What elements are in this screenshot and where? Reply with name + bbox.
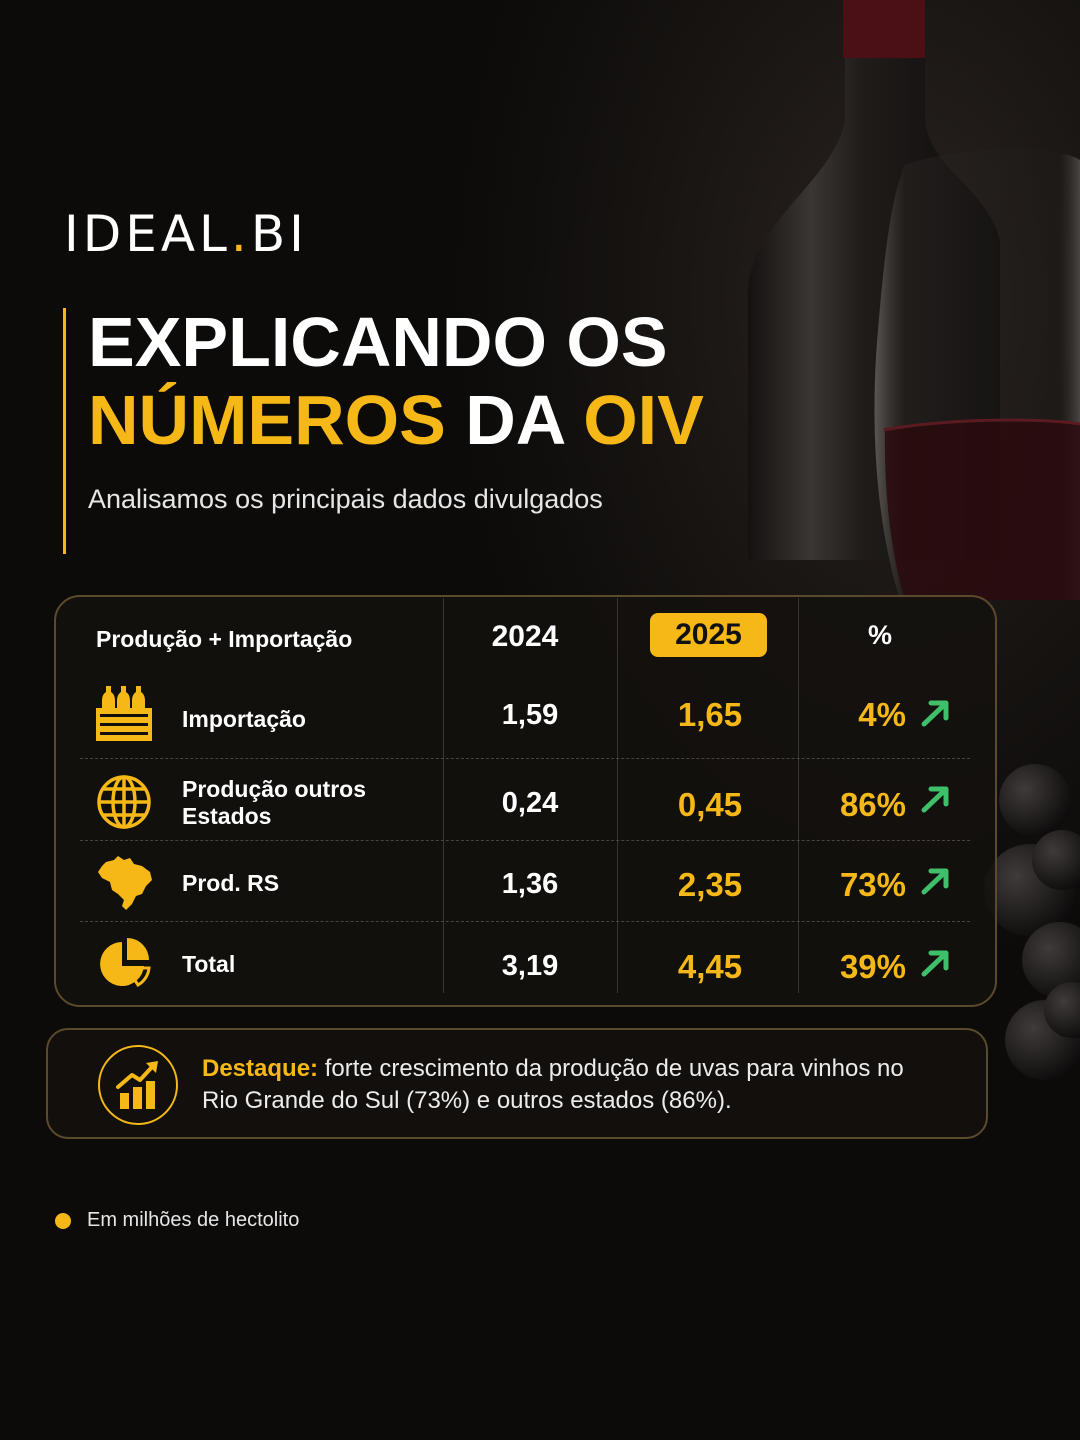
row-label: Total [182, 951, 236, 977]
footnote-bullet [55, 1213, 71, 1229]
highlight-box [46, 1028, 988, 1139]
table-header-label: Produção + Importação [96, 626, 353, 652]
value-2025: 1,65 [677, 696, 743, 733]
row-label: Importação [182, 706, 306, 732]
trend-up-arrow-icon [921, 786, 949, 813]
percent-change: 86% [839, 786, 906, 823]
page-title-line-2: NÚMEROS DA OIV [88, 381, 704, 459]
row-divider [80, 921, 970, 922]
percent-change: 73% [839, 866, 906, 903]
brazil-map-icon [98, 856, 152, 910]
title-accent-bar [63, 308, 66, 554]
data-table-card [54, 595, 997, 1007]
trend-up-arrow-icon [921, 950, 949, 977]
percent-change: 39% [839, 948, 906, 985]
globe-icon [97, 775, 151, 829]
pie-chart-icon [100, 938, 151, 988]
trend-up-arrow-icon [921, 868, 949, 895]
value-2024: 0,24 [501, 787, 559, 819]
row-label: Prod. RS [182, 870, 280, 896]
column-divider [798, 598, 799, 993]
table-header-percent: % [867, 620, 892, 650]
value-2025: 0,45 [677, 786, 743, 823]
percent-change: 4% [858, 696, 906, 733]
trend-up-arrow-icon [921, 700, 949, 727]
wine-crate-icon [96, 686, 152, 741]
bottle-cap [843, 0, 925, 58]
column-divider [443, 598, 444, 993]
value-2025: 2,35 [677, 866, 743, 903]
highlight-text: Destaque: forte crescimento da produção … [202, 1055, 904, 1114]
footnote: Em milhões de hectolito [87, 1209, 300, 1231]
value-2024: 3,19 [501, 950, 559, 982]
row-divider [80, 758, 970, 759]
table-header-2025: 2025 [650, 613, 767, 657]
value-2025: 4,45 [677, 948, 743, 985]
page-title-line-1: EXPLICANDO OS [88, 303, 668, 381]
value-2024: 1,36 [501, 868, 559, 900]
table-header-2024: 2024 [491, 620, 559, 653]
brand-logo: IDEAL.BI [64, 205, 308, 263]
column-divider [617, 598, 618, 993]
page-subtitle: Analisamos os principais dados divulgado… [88, 484, 603, 514]
value-2024: 1,59 [501, 699, 559, 731]
growth-chart-icon [98, 1045, 178, 1125]
row-divider [80, 840, 970, 841]
row-label: Produção outros Estados [182, 776, 367, 829]
